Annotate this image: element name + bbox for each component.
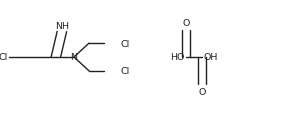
- Text: O: O: [182, 19, 189, 28]
- Text: NH: NH: [56, 22, 69, 30]
- Text: HO: HO: [170, 53, 185, 62]
- Text: N: N: [70, 53, 78, 62]
- Text: Cl: Cl: [120, 67, 130, 76]
- Text: Cl: Cl: [0, 53, 8, 62]
- Text: O: O: [199, 87, 206, 96]
- Text: Cl: Cl: [120, 39, 130, 48]
- Text: OH: OH: [203, 53, 218, 62]
